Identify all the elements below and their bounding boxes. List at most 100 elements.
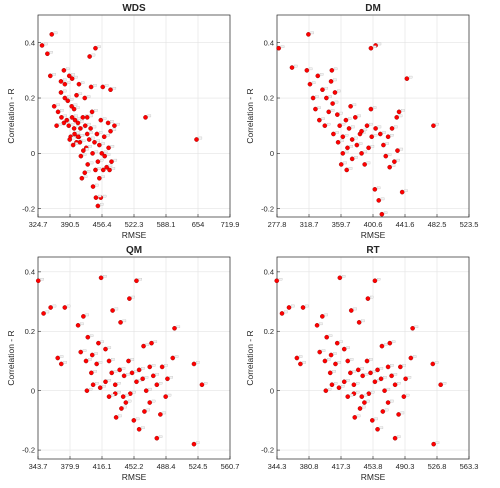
data-point (317, 349, 322, 355)
data-point-label (99, 158, 104, 162)
data-point (84, 388, 90, 393)
data-point-label (66, 95, 71, 98)
data-point-label (396, 158, 400, 162)
x-tick-label: 324.7 (29, 220, 48, 229)
data-point-label (399, 147, 404, 151)
y-tick-label: -0.2 (261, 446, 274, 455)
data-point-label (328, 95, 332, 98)
data-point (328, 79, 334, 84)
data-point (331, 131, 336, 137)
data-point-label (340, 139, 344, 143)
data-point (142, 409, 147, 414)
data-point (75, 120, 81, 126)
data-point-label (86, 95, 91, 98)
data-point (341, 379, 347, 385)
data-point (379, 211, 385, 217)
data-point-label (60, 109, 64, 112)
data-point-label (354, 136, 358, 140)
data-point (394, 115, 400, 120)
data-point-label (95, 382, 99, 385)
data-point-label (56, 103, 60, 107)
data-point (39, 43, 45, 48)
data-point (326, 109, 332, 115)
data-point-label (341, 122, 346, 126)
x-tick-label: 452.2 (125, 462, 144, 471)
data-point-label (363, 128, 368, 131)
data-point-label (59, 355, 64, 358)
data-point-label (86, 170, 91, 173)
data-point (345, 394, 351, 399)
data-point-label (100, 340, 104, 343)
data-point (307, 81, 313, 87)
data-point (83, 358, 89, 364)
data-point-label (377, 125, 382, 129)
data-point-label (106, 134, 110, 137)
data-point (62, 305, 68, 310)
data-point (389, 126, 395, 131)
data-point-label (141, 367, 145, 370)
data-point (340, 151, 346, 156)
data-point (136, 367, 142, 373)
data-point (392, 159, 397, 164)
data-point (85, 334, 91, 340)
y-tick-label: 0.4 (25, 38, 35, 47)
data-point-label (63, 361, 67, 364)
data-point (410, 325, 415, 331)
data-point (279, 311, 285, 316)
data-point (276, 45, 282, 51)
data-point (82, 170, 88, 176)
data-point-label (308, 67, 313, 71)
data-point (65, 98, 71, 104)
y-tick-label: 0 (31, 386, 35, 395)
data-point-label (94, 150, 99, 154)
panel-dm: 277.8 318.7 359.7 400.6 441.6 482.5 523.5 -0.2 0… (245, 3, 478, 240)
data-point-label (147, 114, 152, 118)
data-point-label (357, 114, 361, 118)
x-tick-label: 526.8 (428, 462, 447, 471)
data-point-label (398, 114, 403, 118)
data-point-label (337, 361, 342, 364)
data-point-label (369, 358, 373, 361)
data-point-label (380, 197, 385, 201)
data-point (89, 370, 94, 376)
data-point-label (123, 405, 127, 409)
data-point-label (339, 111, 343, 115)
data-point (335, 139, 341, 145)
x-tick-label: 453.8 (364, 462, 383, 471)
data-point-label (117, 390, 121, 394)
data-point (72, 131, 77, 137)
data-point-label (77, 117, 81, 120)
data-point (94, 131, 100, 137)
y-tick-label: 0.2 (264, 94, 274, 103)
data-point-label (354, 156, 358, 159)
data-point (108, 128, 113, 134)
data-point (113, 415, 119, 420)
x-tick-label: 379.9 (61, 462, 80, 471)
data-point (154, 382, 160, 388)
data-point (322, 123, 328, 128)
data-point (330, 101, 335, 106)
data-point-label (435, 441, 440, 444)
x-tick-label: 563.3 (460, 462, 479, 471)
data-point (72, 117, 78, 123)
data-point-label (45, 310, 50, 314)
data-point-label (346, 379, 350, 382)
data-point-label (356, 414, 361, 418)
data-point (84, 115, 90, 120)
data-point (96, 340, 101, 346)
data-point-label (118, 414, 122, 418)
data-point-label (107, 346, 112, 349)
data-point (143, 388, 149, 393)
data-point (98, 117, 104, 123)
x-tick-label: 417.3 (332, 462, 351, 471)
data-point (78, 153, 84, 159)
data-point-label (174, 355, 179, 358)
data-point (368, 370, 373, 376)
data-point-label (291, 304, 295, 308)
data-point (59, 115, 64, 120)
data-point (403, 376, 408, 382)
data-point (404, 76, 410, 81)
data-point (58, 79, 64, 84)
x-tick-label: 343.7 (29, 462, 48, 471)
data-point-label (82, 139, 86, 143)
